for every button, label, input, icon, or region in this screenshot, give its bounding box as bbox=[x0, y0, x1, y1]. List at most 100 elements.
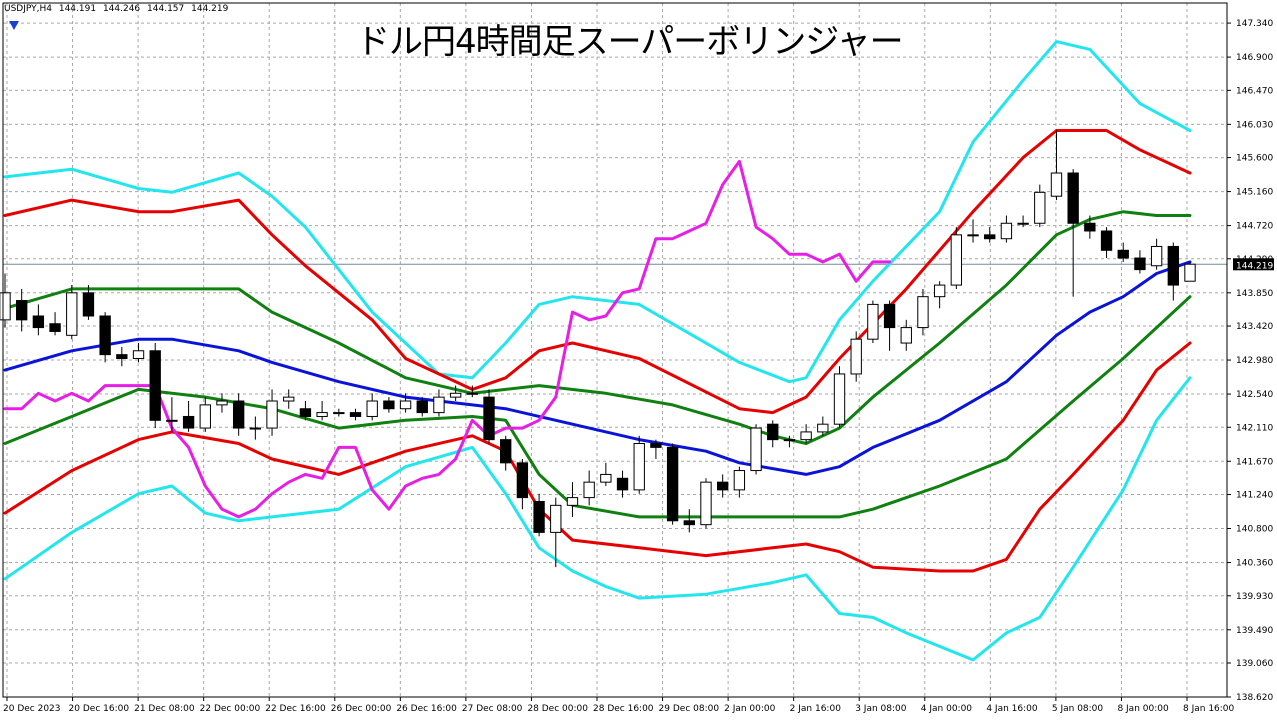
bull-candle bbox=[867, 303, 879, 340]
bear-candle bbox=[1067, 172, 1079, 224]
bull-candle bbox=[399, 400, 412, 410]
bull-candle bbox=[1017, 222, 1029, 225]
bull-candle bbox=[333, 412, 345, 415]
bull-candle bbox=[1050, 172, 1063, 197]
bear-candle bbox=[1084, 222, 1096, 232]
bull-candle bbox=[783, 439, 796, 442]
bear-candle bbox=[32, 315, 45, 329]
bull-candle bbox=[1184, 263, 1196, 282]
y-tick-label: 141.670 bbox=[1236, 457, 1273, 467]
current-price-box bbox=[1233, 258, 1274, 271]
bear-candle bbox=[82, 292, 95, 317]
bull-candle bbox=[132, 350, 145, 360]
low-value: 144.157 bbox=[147, 4, 185, 14]
x-tick-label: 8 Jan 00:00 bbox=[1117, 704, 1169, 714]
bear-candle bbox=[616, 477, 629, 491]
y-tick-label: 142.110 bbox=[1236, 423, 1273, 433]
bull-candle bbox=[283, 396, 295, 402]
x-tick-label: 21 Dec 08:00 bbox=[134, 704, 195, 714]
bull-candle bbox=[449, 392, 462, 398]
y-tick-label: 145.600 bbox=[1236, 154, 1273, 164]
x-tick-label: 22 Dec 16:00 bbox=[265, 704, 326, 714]
bull-candle bbox=[466, 392, 478, 395]
bull-candle bbox=[750, 427, 762, 472]
bull-candle bbox=[216, 400, 228, 406]
bull-candle bbox=[800, 431, 812, 441]
bull-candle bbox=[316, 412, 328, 417]
bull-candle bbox=[66, 292, 78, 336]
series-line bbox=[3, 210, 1192, 445]
y-tick-label: 141.240 bbox=[1236, 491, 1273, 501]
bull-candle bbox=[917, 296, 929, 329]
bull-candle bbox=[967, 234, 979, 237]
y-tick-label: 144.720 bbox=[1236, 222, 1273, 232]
chart-title: ドル円4時間足スーパーボリンジャー bbox=[356, 22, 904, 62]
y-tick-label: 146.470 bbox=[1236, 86, 1273, 96]
bear-candle bbox=[232, 400, 245, 429]
bear-candle bbox=[767, 423, 779, 441]
y-tick-label: 140.360 bbox=[1236, 559, 1273, 569]
x-tick-label: 2 Jan 00:00 bbox=[724, 704, 776, 714]
x-tick-label: 26 Dec 00:00 bbox=[331, 704, 392, 714]
x-tick-label: 28 Dec 00:00 bbox=[527, 704, 588, 714]
bull-candle bbox=[1000, 222, 1013, 240]
close-value: 144.219 bbox=[191, 4, 229, 14]
bull-candle bbox=[366, 400, 378, 417]
bear-candle bbox=[1117, 249, 1129, 259]
bear-candle bbox=[16, 300, 28, 321]
y-tick-label: 139.930 bbox=[1236, 592, 1273, 602]
bear-candle bbox=[516, 462, 529, 499]
one-click-trading-arrow-icon[interactable] bbox=[9, 21, 19, 30]
bear-candle bbox=[116, 354, 128, 360]
y-tick-label: 143.420 bbox=[1236, 322, 1273, 332]
x-tick-label: 26 Dec 16:00 bbox=[396, 704, 457, 714]
series-line bbox=[3, 376, 1192, 662]
series-line bbox=[3, 40, 1192, 384]
bull-candle bbox=[700, 481, 712, 526]
bear-candle bbox=[666, 446, 679, 522]
bull-candle bbox=[433, 396, 445, 414]
current-price-label: 144.219 bbox=[1236, 261, 1273, 271]
bull-candle bbox=[166, 419, 178, 422]
bear-candle bbox=[533, 500, 545, 533]
bull-candle bbox=[850, 338, 862, 375]
bull-candle bbox=[933, 284, 946, 298]
x-tick-label: 2 Jan 16:00 bbox=[790, 704, 842, 714]
bull-candle bbox=[600, 473, 612, 483]
candlesticks bbox=[0, 130, 1196, 568]
y-tick-label: 145.160 bbox=[1236, 188, 1273, 198]
bull-candle bbox=[1034, 191, 1046, 224]
grid-layer bbox=[3, 3, 1227, 698]
bear-candle bbox=[349, 412, 362, 417]
bull-candle bbox=[249, 427, 262, 430]
y-tick-label: 146.030 bbox=[1236, 120, 1273, 130]
bear-candle bbox=[182, 415, 195, 429]
bull-candle bbox=[1150, 245, 1163, 267]
bull-candle bbox=[950, 234, 963, 286]
x-tick-label: 27 Dec 08:00 bbox=[462, 704, 523, 714]
bear-candle bbox=[149, 350, 161, 421]
x-tick-label: 29 Dec 08:00 bbox=[659, 704, 720, 714]
x-tick-label: 20 Dec 2023 bbox=[3, 704, 61, 714]
x-tick-label: 22 Dec 00:00 bbox=[200, 704, 261, 714]
y-tick-label: 142.980 bbox=[1236, 356, 1273, 366]
bear-candle bbox=[483, 396, 495, 441]
bull-candle bbox=[566, 497, 579, 506]
bear-candle bbox=[1134, 257, 1146, 271]
bull-candle bbox=[583, 481, 595, 499]
bull-candle bbox=[900, 327, 912, 344]
x-tick-label: 20 Dec 16:00 bbox=[69, 704, 130, 714]
bear-candle bbox=[299, 408, 312, 417]
bear-candle bbox=[683, 520, 695, 526]
bear-candle bbox=[984, 234, 996, 240]
series-line bbox=[3, 341, 1192, 573]
bear-candle bbox=[717, 481, 729, 491]
bear-candle bbox=[883, 303, 896, 329]
open-value: 144.191 bbox=[58, 4, 97, 14]
symbol-info: USDJPY,H4 144.191 144.246 144.157 144.21… bbox=[4, 4, 232, 14]
bull-candle bbox=[550, 504, 562, 533]
bull-candle bbox=[266, 400, 278, 429]
